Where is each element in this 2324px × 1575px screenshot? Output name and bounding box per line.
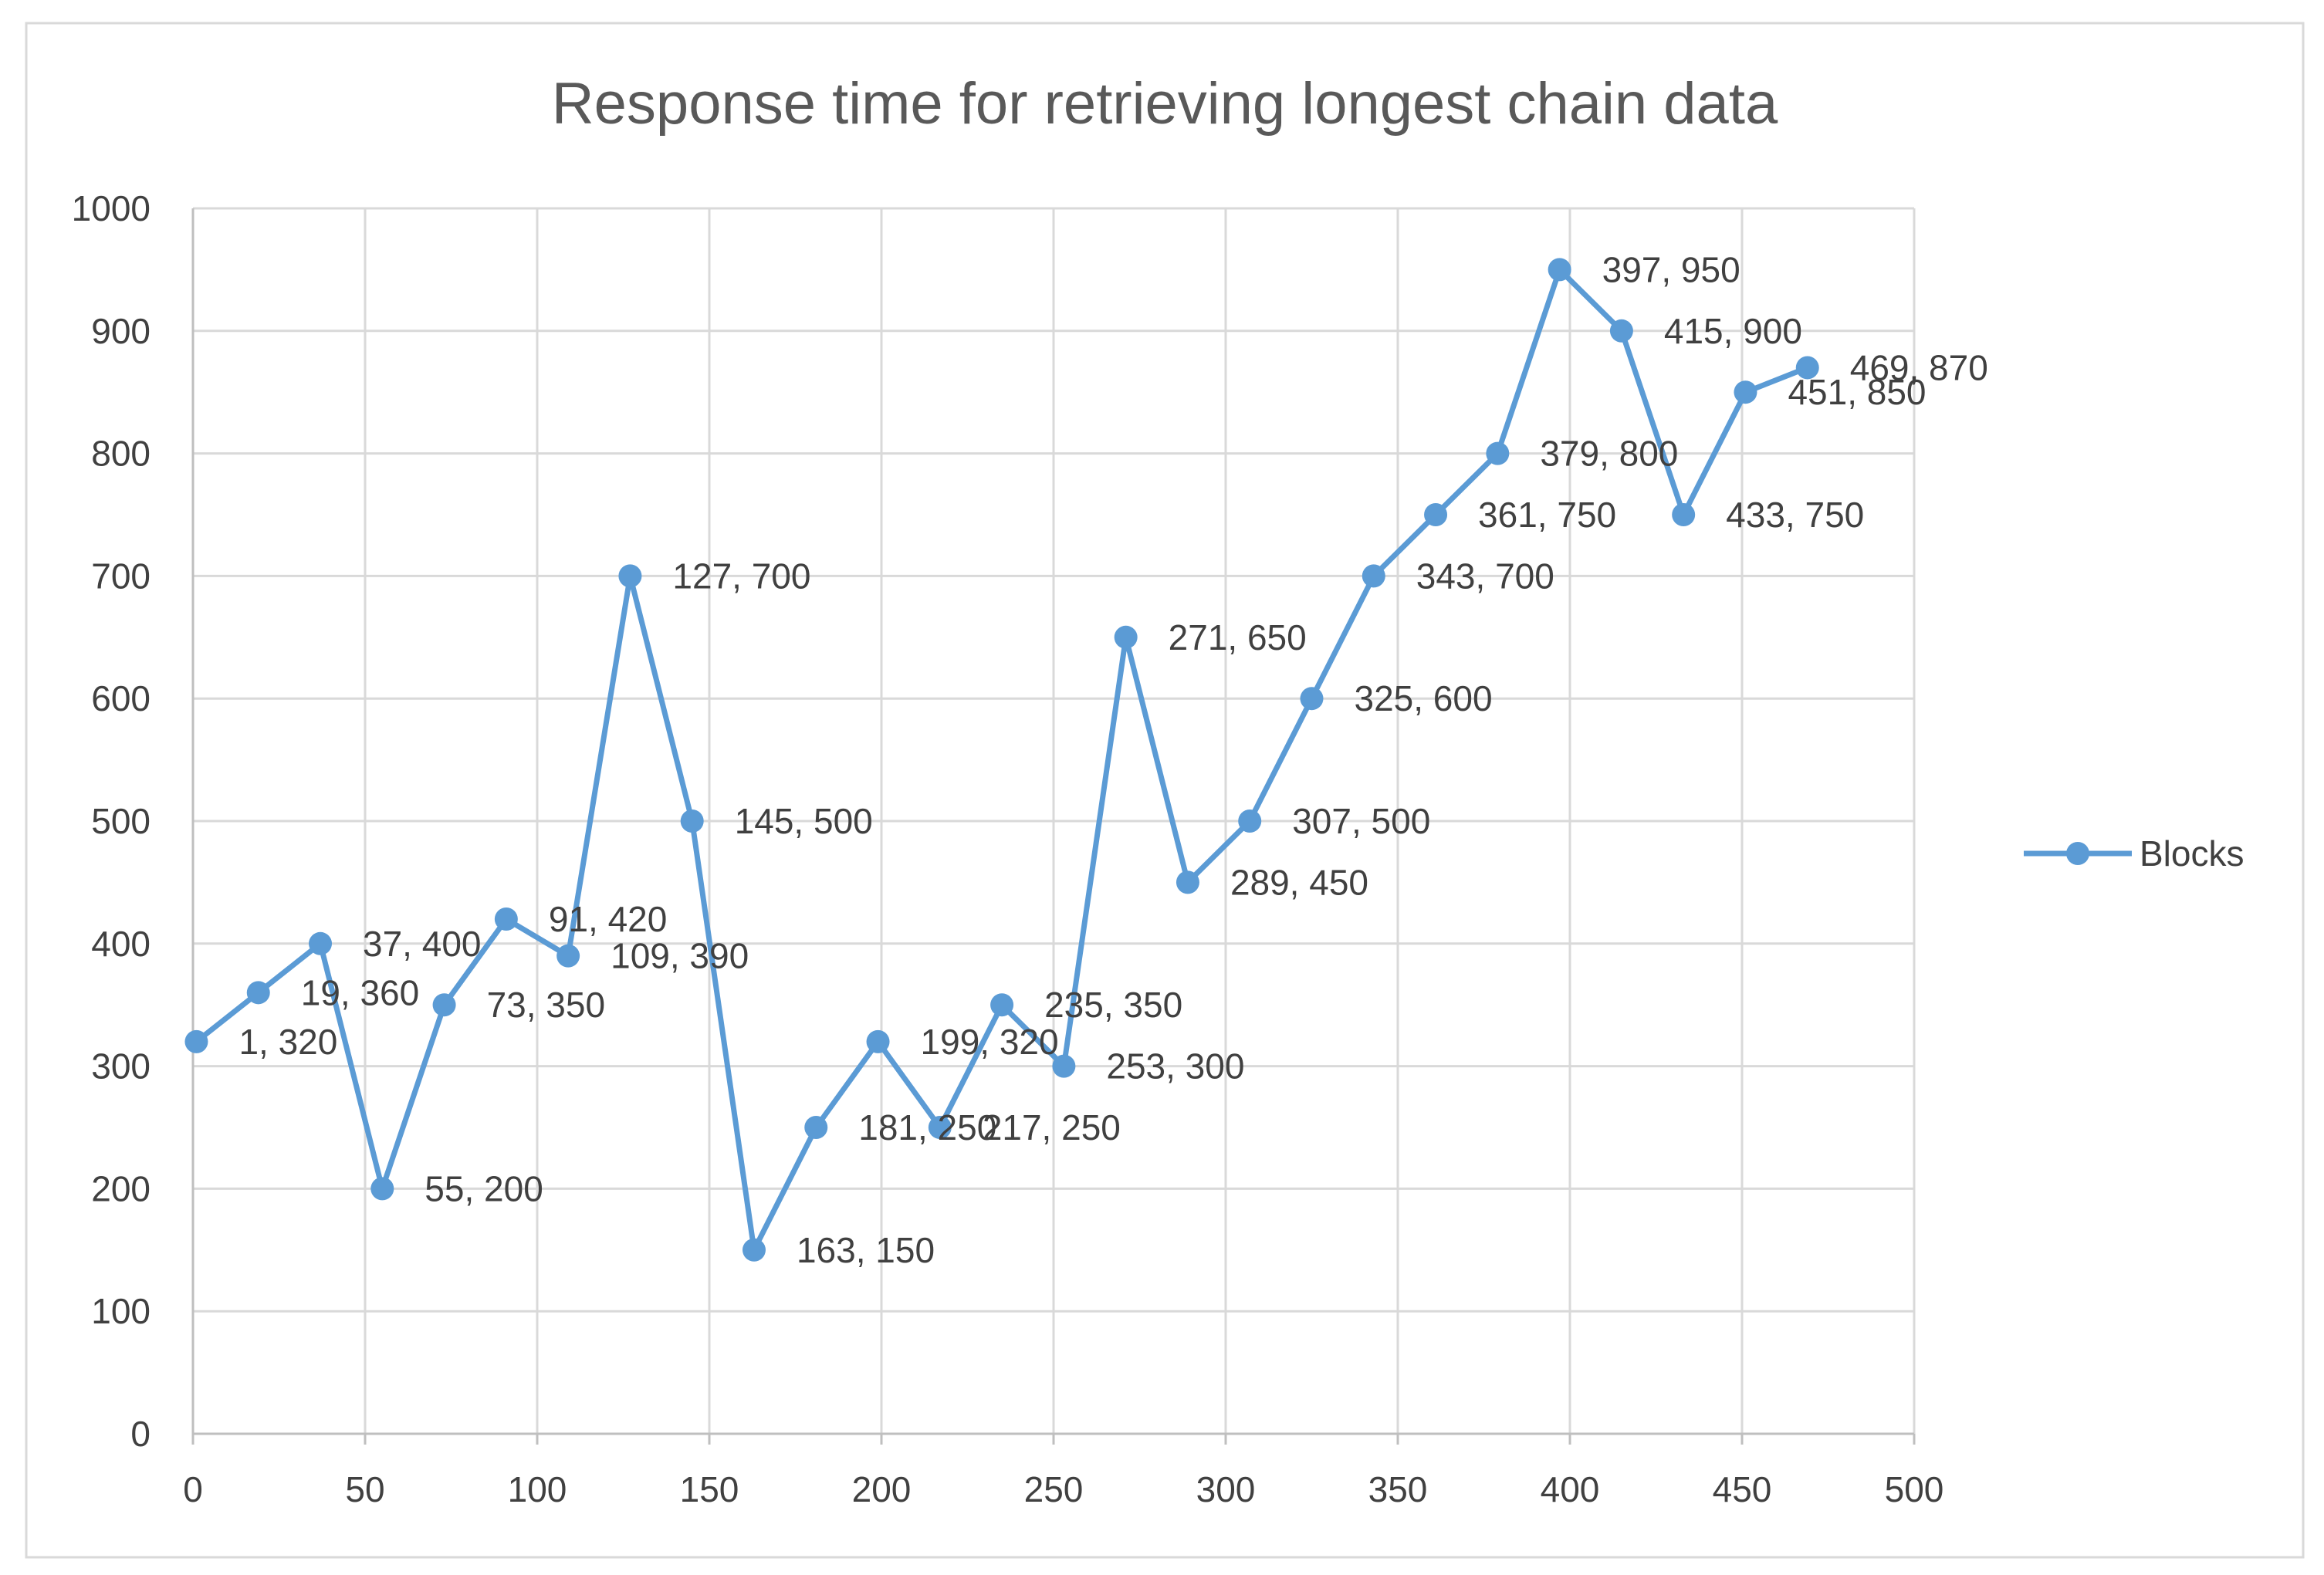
data-point-325 — [1300, 687, 1324, 711]
legend-marker-blocks — [2066, 842, 2089, 865]
data-point-307 — [1238, 809, 1262, 833]
data-label-37: 37, 400 — [363, 924, 481, 964]
y-tick-label-100: 100 — [91, 1291, 151, 1331]
legend: Blocks — [2024, 833, 2244, 874]
data-point-451 — [1734, 380, 1757, 404]
data-point-127 — [618, 564, 642, 588]
data-point-343 — [1362, 564, 1385, 588]
y-tick-label-1000: 1000 — [72, 188, 151, 228]
y-tick-label-400: 400 — [91, 924, 151, 964]
data-label-19: 19, 360 — [301, 972, 419, 1012]
data-label-91: 91, 420 — [549, 899, 667, 939]
x-tick-label-150: 150 — [680, 1469, 739, 1509]
data-point-73 — [432, 993, 456, 1017]
data-label-163: 163, 150 — [797, 1230, 935, 1270]
x-tick-label-500: 500 — [1885, 1469, 1944, 1509]
x-tick-label-450: 450 — [1713, 1469, 1772, 1509]
data-label-415: 415, 900 — [1664, 311, 1802, 351]
data-label-181: 181, 250 — [858, 1107, 996, 1147]
data-point-91 — [494, 907, 518, 931]
data-point-37 — [309, 931, 333, 955]
data-point-397 — [1548, 258, 1571, 282]
data-label-73: 73, 350 — [487, 985, 605, 1025]
legend-label-blocks: Blocks — [2140, 833, 2244, 874]
x-tick-label-400: 400 — [1541, 1469, 1600, 1509]
data-label-127: 127, 700 — [672, 556, 810, 596]
data-point-181 — [804, 1116, 828, 1139]
series-blocks — [184, 258, 1819, 1262]
x-tick-label-300: 300 — [1196, 1469, 1256, 1509]
data-point-433 — [1672, 503, 1696, 526]
x-tick-label-0: 0 — [183, 1469, 203, 1509]
data-point-199 — [866, 1029, 890, 1053]
data-label-145: 145, 500 — [735, 801, 873, 841]
data-point-289 — [1176, 870, 1199, 894]
data-point-1 — [184, 1029, 208, 1053]
data-label-433: 433, 750 — [1726, 495, 1864, 535]
x-tick-label-250: 250 — [1024, 1469, 1084, 1509]
data-point-235 — [990, 993, 1014, 1017]
data-label-55: 55, 200 — [425, 1168, 543, 1208]
data-label-307: 307, 500 — [1292, 801, 1430, 841]
data-point-379 — [1486, 441, 1510, 465]
data-point-145 — [680, 809, 704, 833]
y-tick-label-900: 900 — [91, 311, 151, 351]
y-tick-label-700: 700 — [91, 556, 151, 596]
y-tick-label-200: 200 — [91, 1168, 151, 1208]
x-tick-label-200: 200 — [852, 1469, 912, 1509]
data-label-1: 1, 320 — [238, 1022, 337, 1062]
x-tick-label-50: 50 — [345, 1469, 384, 1509]
chart-title: Response time for retrieving longest cha… — [552, 71, 1778, 137]
y-tick-label-0: 0 — [130, 1414, 151, 1454]
data-point-253 — [1052, 1054, 1076, 1078]
data-label-217: 217, 250 — [983, 1107, 1121, 1147]
data-label-253: 253, 300 — [1106, 1046, 1244, 1087]
data-point-109 — [556, 944, 580, 968]
data-label-469: 469, 870 — [1850, 347, 1988, 387]
data-point-163 — [742, 1238, 766, 1262]
y-tick-label-600: 600 — [91, 678, 151, 718]
y-tick-label-300: 300 — [91, 1046, 151, 1087]
data-point-469 — [1795, 356, 1819, 380]
x-tick-label-100: 100 — [508, 1469, 567, 1509]
data-labels: 1, 320 19, 360 37, 400 55, 200 73, 350 91, 42… — [238, 249, 1987, 1269]
data-label-451: 451, 850 — [1788, 372, 1926, 412]
x-tick-label-350: 350 — [1368, 1469, 1428, 1509]
data-label-271: 271, 650 — [1169, 617, 1307, 657]
data-label-199: 199, 320 — [921, 1022, 1059, 1062]
data-point-19 — [246, 981, 270, 1005]
data-label-109: 109, 390 — [611, 936, 749, 976]
data-label-379: 379, 800 — [1540, 434, 1678, 474]
data-label-397: 397, 950 — [1602, 249, 1740, 289]
data-label-235: 235, 350 — [1044, 985, 1182, 1025]
data-point-415 — [1609, 319, 1633, 343]
data-label-289: 289, 450 — [1230, 862, 1368, 902]
data-point-55 — [370, 1177, 394, 1201]
axes: 0 100 200 300 400 500 600 700 800 900 1000 0 50 100 15… — [72, 188, 1944, 1509]
data-label-343: 343, 700 — [1416, 556, 1554, 596]
data-point-361 — [1424, 503, 1448, 526]
data-label-361: 361, 750 — [1478, 495, 1616, 535]
data-label-325: 325, 600 — [1355, 678, 1493, 718]
data-point-271 — [1114, 625, 1138, 649]
y-tick-label-800: 800 — [91, 434, 151, 474]
data-point-217 — [928, 1116, 952, 1139]
y-tick-label-500: 500 — [91, 801, 151, 841]
